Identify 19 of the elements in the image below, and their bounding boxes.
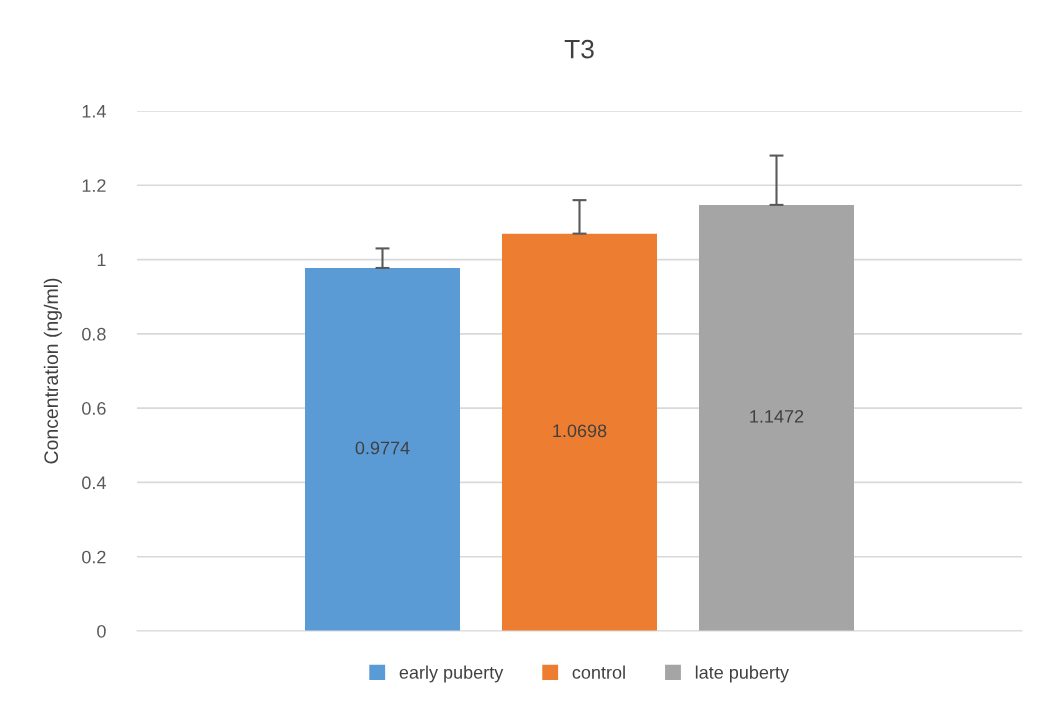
legend-label: early puberty: [399, 665, 504, 683]
y-tick-label: 0.6: [82, 402, 106, 415]
data-label: 1.1472: [750, 410, 804, 423]
y-tick-label: 0: [97, 624, 106, 638]
y-tick-label: 0.4: [82, 476, 106, 490]
y-tick-label: 0.8: [82, 327, 106, 341]
data-label: 0.9774: [355, 441, 410, 455]
y-tick-label: 1.2: [82, 179, 106, 192]
bar: [502, 233, 657, 631]
bar: [305, 267, 460, 631]
chart-title: T3: [564, 39, 594, 59]
legend-label: control: [572, 665, 625, 679]
y-tick-label: 0.2: [82, 550, 106, 564]
y-axis-title: Concentration (ng/ml): [43, 278, 62, 464]
y-tick-label: 1.4: [82, 105, 106, 118]
legend-label: late puberty: [695, 665, 789, 683]
bar: [699, 204, 854, 631]
data-label: 1.0698: [553, 424, 607, 438]
y-tick-label: 1: [97, 253, 106, 267]
